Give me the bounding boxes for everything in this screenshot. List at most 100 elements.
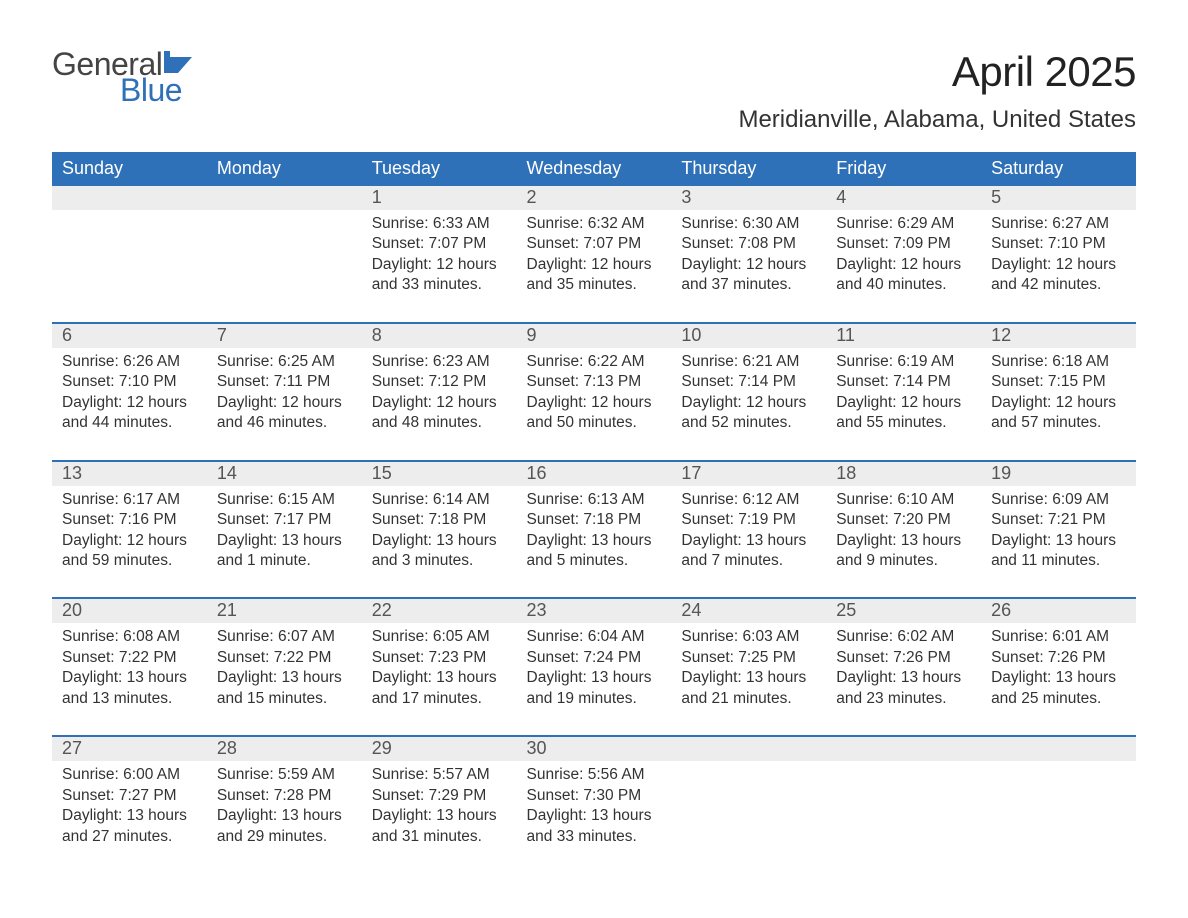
calendar-cell — [826, 736, 981, 873]
day-number: 14 — [207, 462, 362, 486]
calendar-cell: 26 Sunrise: 6:01 AMSunset: 7:26 PMDayligh… — [981, 598, 1136, 736]
calendar-week: 1Sunrise: 6:33 AMSunset: 7:07 PMDaylight… — [52, 186, 1136, 323]
day-data: Sunrise: 6:07 AMSunset: 7:22 PMDaylight:… — [207, 623, 362, 735]
sunset-line: Sunset: 7:22 PM — [217, 648, 352, 668]
day-number — [826, 737, 981, 761]
day-data — [826, 761, 981, 869]
day-data: Sunrise: 6:17 AMSunset: 7:16 PMDaylight:… — [52, 486, 207, 598]
daylight-line: Daylight: 13 hours and 5 minutes. — [527, 531, 662, 572]
calendar-cell: 24Sunrise: 6:03 AMSunset: 7:25 PMDayligh… — [671, 598, 826, 736]
day-number — [52, 186, 207, 210]
day-number: 19 — [981, 462, 1136, 486]
sunset-line: Sunset: 7:24 PM — [527, 648, 662, 668]
daylight-line: Daylight: 12 hours and 59 minutes. — [62, 531, 197, 572]
sunset-line: Sunset: 7:17 PM — [217, 510, 352, 530]
calendar-cell: 28Sunrise: 5:59 AMSunset: 7:28 PMDayligh… — [207, 736, 362, 873]
daylight-line: Daylight: 13 hours and 13 minutes. — [62, 668, 197, 709]
calendar-cell: 15Sunrise: 6:14 AMSunset: 7:18 PMDayligh… — [362, 461, 517, 599]
day-number: 10 — [671, 324, 826, 348]
daylight-line: Daylight: 13 hours and 21 minutes. — [681, 668, 816, 709]
day-data: Sunrise: 6:05 AMSunset: 7:23 PMDaylight:… — [362, 623, 517, 735]
calendar-cell: 8Sunrise: 6:23 AMSunset: 7:12 PMDaylight… — [362, 323, 517, 461]
sunset-line: Sunset: 7:10 PM — [991, 234, 1126, 254]
day-data — [52, 210, 207, 318]
day-number: 9 — [517, 324, 672, 348]
sunrise-line: Sunrise: 6:22 AM — [527, 352, 662, 372]
sunset-line: Sunset: 7:18 PM — [372, 510, 507, 530]
day-number: 22 — [362, 599, 517, 623]
day-data: Sunrise: 6:30 AMSunset: 7:08 PMDaylight:… — [671, 210, 826, 322]
daylight-line: Daylight: 12 hours and 35 minutes. — [527, 255, 662, 296]
sunrise-line: Sunrise: 6:32 AM — [527, 214, 662, 234]
sunrise-line: Sunrise: 6:17 AM — [62, 490, 197, 510]
day-number: 29 — [362, 737, 517, 761]
daylight-line: Daylight: 13 hours and 11 minutes. — [991, 531, 1126, 572]
daylight-line: Daylight: 13 hours and 27 minutes. — [62, 806, 197, 847]
sunset-line: Sunset: 7:09 PM — [836, 234, 971, 254]
calendar-cell: 23Sunrise: 6:04 AMSunset: 7:24 PMDayligh… — [517, 598, 672, 736]
sunrise-line: Sunrise: 6:25 AM — [217, 352, 352, 372]
sunset-line: Sunset: 7:28 PM — [217, 786, 352, 806]
day-data: Sunrise: 6:23 AMSunset: 7:12 PMDaylight:… — [362, 348, 517, 460]
calendar-cell: 7Sunrise: 6:25 AMSunset: 7:11 PMDaylight… — [207, 323, 362, 461]
location: Meridianville, Alabama, United States — [738, 106, 1136, 134]
day-number: 25 — [826, 599, 981, 623]
calendar-cell — [981, 736, 1136, 873]
sunrise-line: Sunrise: 6:01 AM — [991, 627, 1126, 647]
daylight-line: Daylight: 12 hours and 40 minutes. — [836, 255, 971, 296]
daylight-line: Daylight: 13 hours and 29 minutes. — [217, 806, 352, 847]
sunrise-line: Sunrise: 6:30 AM — [681, 214, 816, 234]
sunrise-line: Sunrise: 6:10 AM — [836, 490, 971, 510]
sunrise-line: Sunrise: 6:04 AM — [527, 627, 662, 647]
title-block: April 2025 Meridianville, Alabama, Unite… — [738, 48, 1136, 134]
day-number: 5 — [981, 186, 1136, 210]
daylight-line: Daylight: 12 hours and 42 minutes. — [991, 255, 1126, 296]
sunset-line: Sunset: 7:15 PM — [991, 372, 1126, 392]
calendar-week: 6Sunrise: 6:26 AMSunset: 7:10 PMDaylight… — [52, 323, 1136, 461]
sunrise-line: Sunrise: 6:21 AM — [681, 352, 816, 372]
sunset-line: Sunset: 7:13 PM — [527, 372, 662, 392]
day-number: 15 — [362, 462, 517, 486]
calendar-cell — [52, 186, 207, 323]
sunset-line: Sunset: 7:29 PM — [372, 786, 507, 806]
daylight-line: Daylight: 13 hours and 25 minutes. — [991, 668, 1126, 709]
calendar-cell: 1Sunrise: 6:33 AMSunset: 7:07 PMDaylight… — [362, 186, 517, 323]
calendar-header-row: SundayMondayTuesdayWednesdayThursdayFrid… — [52, 152, 1136, 186]
day-header: Wednesday — [517, 152, 672, 186]
day-number — [671, 737, 826, 761]
daylight-line: Daylight: 12 hours and 50 minutes. — [527, 393, 662, 434]
calendar-cell: 19Sunrise: 6:09 AMSunset: 7:21 PMDayligh… — [981, 461, 1136, 599]
day-number: 27 — [52, 737, 207, 761]
calendar-cell: 14Sunrise: 6:15 AMSunset: 7:17 PMDayligh… — [207, 461, 362, 599]
calendar-cell: 2Sunrise: 6:32 AMSunset: 7:07 PMDaylight… — [517, 186, 672, 323]
calendar-cell: 20Sunrise: 6:08 AMSunset: 7:22 PMDayligh… — [52, 598, 207, 736]
calendar-week: 27Sunrise: 6:00 AMSunset: 7:27 PMDayligh… — [52, 736, 1136, 873]
daylight-line: Daylight: 12 hours and 33 minutes. — [372, 255, 507, 296]
day-number: 26 — [981, 599, 1136, 623]
calendar-cell: 9 Sunrise: 6:22 AMSunset: 7:13 PMDaylight… — [517, 323, 672, 461]
daylight-line: Daylight: 12 hours and 46 minutes. — [217, 393, 352, 434]
daylight-line: Daylight: 12 hours and 48 minutes. — [372, 393, 507, 434]
daylight-line: Daylight: 12 hours and 52 minutes. — [681, 393, 816, 434]
calendar-cell: 29Sunrise: 5:57 AMSunset: 7:29 PMDayligh… — [362, 736, 517, 873]
day-data: Sunrise: 6:21 AMSunset: 7:14 PMDaylight:… — [671, 348, 826, 460]
calendar-cell: 30Sunrise: 5:56 AMSunset: 7:30 PMDayligh… — [517, 736, 672, 873]
day-header: Monday — [207, 152, 362, 186]
calendar-cell: 18Sunrise: 6:10 AMSunset: 7:20 PMDayligh… — [826, 461, 981, 599]
day-data: Sunrise: 6:12 AMSunset: 7:19 PMDaylight:… — [671, 486, 826, 598]
daylight-line: Daylight: 13 hours and 1 minute. — [217, 531, 352, 572]
day-number: 3 — [671, 186, 826, 210]
calendar-cell: 11Sunrise: 6:19 AMSunset: 7:14 PMDayligh… — [826, 323, 981, 461]
sunset-line: Sunset: 7:16 PM — [62, 510, 197, 530]
logo: General Blue — [52, 48, 198, 106]
day-data: Sunrise: 6:00 AMSunset: 7:27 PMDaylight:… — [52, 761, 207, 873]
calendar-cell: 17Sunrise: 6:12 AMSunset: 7:19 PMDayligh… — [671, 461, 826, 599]
day-header: Saturday — [981, 152, 1136, 186]
day-number: 13 — [52, 462, 207, 486]
sunrise-line: Sunrise: 5:57 AM — [372, 765, 507, 785]
daylight-line: Daylight: 13 hours and 3 minutes. — [372, 531, 507, 572]
day-data: Sunrise: 6:03 AMSunset: 7:25 PMDaylight:… — [671, 623, 826, 735]
daylight-line: Daylight: 13 hours and 23 minutes. — [836, 668, 971, 709]
sunset-line: Sunset: 7:26 PM — [991, 648, 1126, 668]
sunrise-line: Sunrise: 6:07 AM — [217, 627, 352, 647]
